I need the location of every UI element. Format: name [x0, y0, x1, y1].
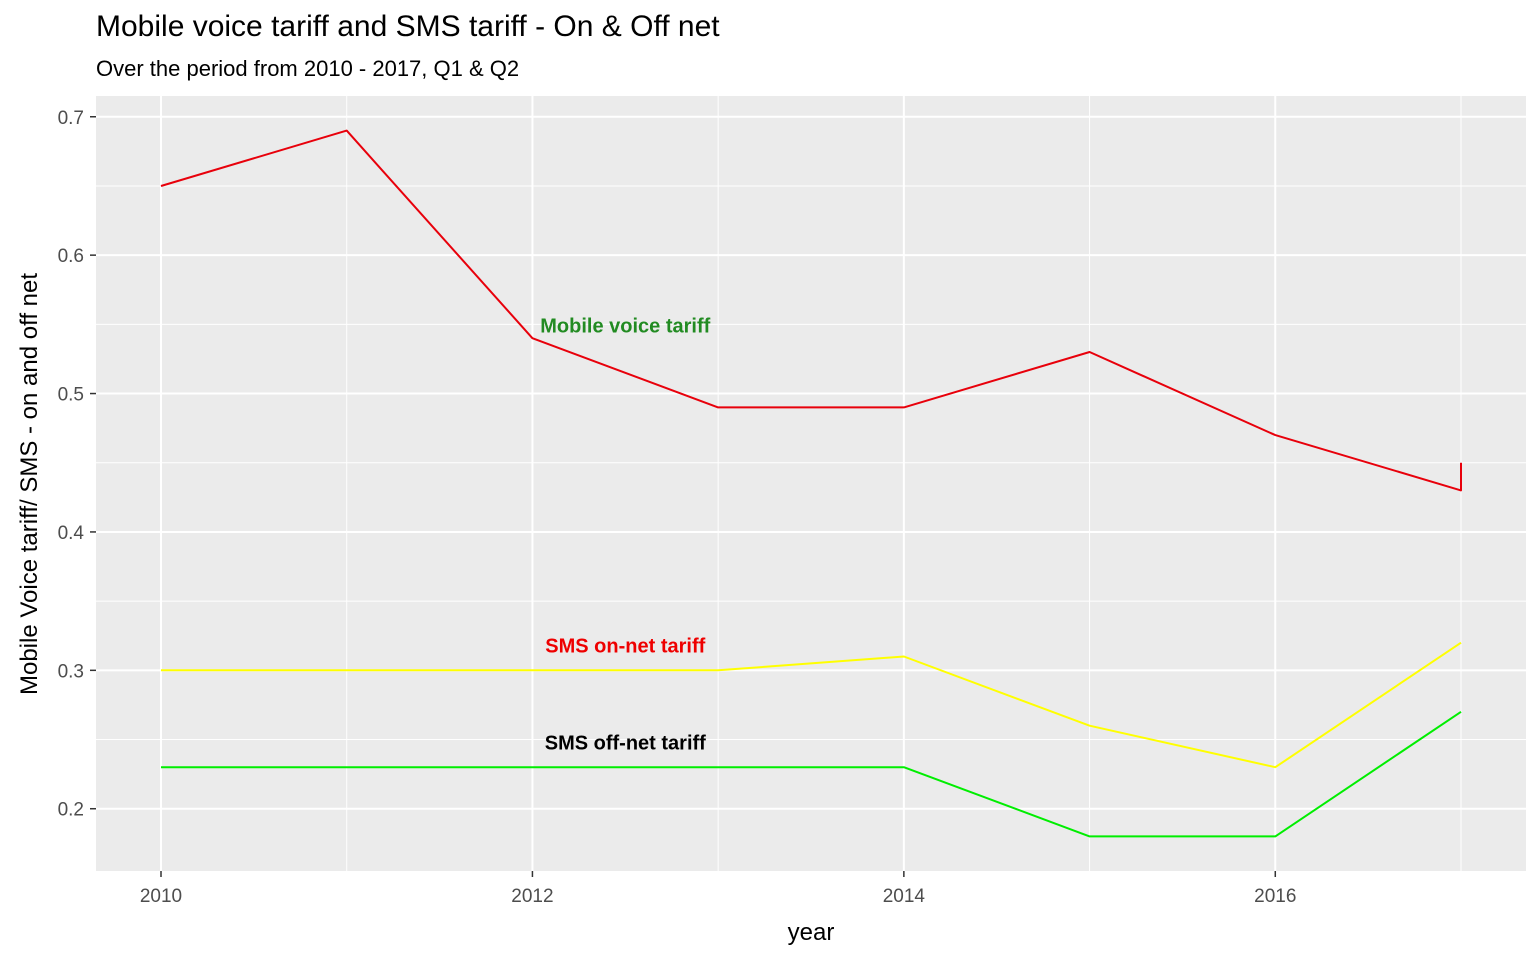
series-line-sms-off-net — [161, 710, 1462, 838]
y-axis: 0.2 0.3 0.4 0.5 0.6 0.7 — [58, 108, 96, 821]
x-tick-label: 2012 — [511, 886, 553, 907]
annotation-layer: Mobile voice tariff SMS on-net tariff SMS … — [540, 316, 710, 755]
chart-title: Mobile voice tariff and SMS tariff - On … — [96, 10, 720, 43]
y-tick-label: 0.3 — [58, 661, 84, 682]
annotation-label: Mobile voice tariff — [540, 316, 710, 338]
x-axis-title: year — [788, 919, 835, 946]
chart-subtitle: Over the period from 2010 - 2017, Q1 & Q… — [96, 56, 520, 81]
annotation-label: SMS on-net tariff — [545, 635, 705, 657]
series-layer — [160, 129, 1462, 838]
y-tick-label: 0.2 — [58, 800, 84, 821]
x-tick-label: 2014 — [883, 886, 926, 907]
y-tick-label: 0.4 — [58, 523, 85, 544]
y-tick-label: 0.5 — [58, 385, 84, 406]
y-tick-label: 0.7 — [58, 108, 84, 129]
x-tick-label: 2016 — [1254, 886, 1296, 907]
grid-minor — [96, 96, 1526, 871]
annotation-label: SMS off-net tariff — [545, 732, 706, 754]
series-line-mobile-voice — [160, 129, 1462, 492]
y-axis-title: Mobile Voice tariff/ SMS - on and off ne… — [16, 273, 43, 695]
plot-panel — [96, 96, 1526, 871]
x-tick-label: 2010 — [140, 886, 182, 907]
y-tick-label: 0.6 — [58, 246, 84, 267]
x-axis: 2010 2012 2014 2016 — [140, 871, 1296, 907]
series-line-sms-on-net — [161, 641, 1462, 769]
